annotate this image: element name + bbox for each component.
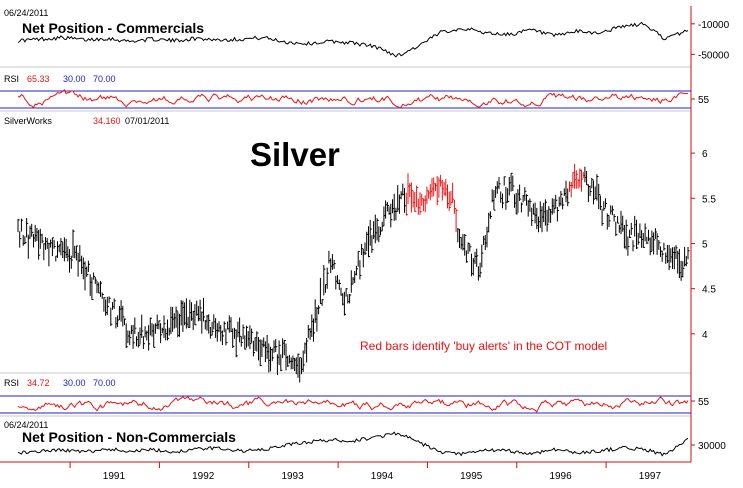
noncommercials-y-tick-label: 30000 [698,441,726,452]
price-y-tick-label: 4 [702,330,708,341]
rsi-upper-level-low: 30.00 [63,74,86,84]
rsi-lower-level-low: 30.00 [63,378,86,388]
price-symbol: SilverWorks [4,116,52,126]
rsi-upper-value: 65.33 [27,74,50,84]
rsi-lower-level-high: 70.00 [93,378,116,388]
rsi-lower-series-line [17,396,689,413]
noncommercials-title: Net Position - Non-Commercials [22,429,236,445]
commercials-y-tick-label: -10000 [698,20,730,31]
rsi-upper-level-high: 70.00 [93,74,116,84]
noncommercials-series-line [17,431,689,457]
x-axis-year-label: 1992 [192,471,215,482]
price-y-tick-label: 5 [702,239,708,250]
price-y-tick-label: 4.5 [702,285,716,296]
price-date: 07/01/2011 [125,116,169,126]
commercials-y-tick-label: -50000 [698,50,730,61]
chart-title: Silver [250,136,340,173]
rsi-upper-label: RSI [4,74,19,84]
x-axis-year-label: 1996 [549,471,572,482]
commercials-date: 06/24/2011 [4,8,48,18]
rsi-upper-series-line [17,88,688,109]
rsi-lower-label: RSI [4,378,19,388]
price-last: 34.160 [93,116,121,126]
noncommercials-date: 06/24/2011 [4,420,48,430]
rsi-upper-tick-label: 55 [698,95,710,106]
commercials-title: Net Position - Commercials [22,20,204,36]
rsi-lower-tick-label: 55 [698,397,710,408]
price-y-tick-label: 6 [702,149,708,160]
x-axis-year-label: 1997 [639,471,662,482]
x-axis-year-label: 1993 [281,471,304,482]
rsi-lower-value: 34.72 [27,378,50,388]
alert-annotation: Red bars identify 'buy alerts' in the CO… [360,339,607,353]
price-y-tick-label: 5.5 [702,194,716,205]
x-axis-year-label: 1994 [371,471,394,482]
x-axis-year-label: 1991 [103,471,126,482]
commercials-series-line [17,21,689,58]
x-axis-year-label: 1995 [460,471,483,482]
